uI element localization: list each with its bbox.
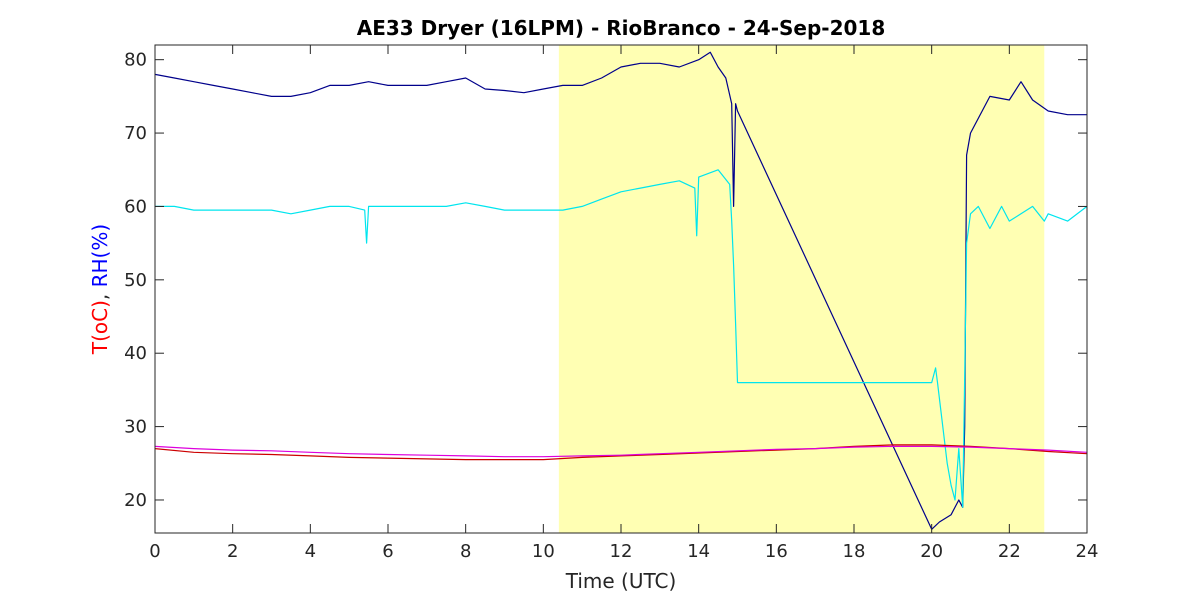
y-tick-label: 20 bbox=[124, 490, 147, 511]
x-tick-label: 8 bbox=[460, 541, 471, 562]
x-tick-label: 22 bbox=[998, 541, 1021, 562]
x-tick-label: 0 bbox=[149, 541, 160, 562]
chart-title: AE33 Dryer (16LPM) - RioBranco - 24-Sep-… bbox=[357, 16, 886, 40]
y-tick-label: 40 bbox=[124, 343, 147, 364]
x-axis: 0 2 4 6 8 10 12 14 16 18 20 22 24 bbox=[149, 45, 1098, 562]
y-axis: 20 30 40 50 60 70 80 bbox=[124, 50, 1087, 511]
y-tick-label: 30 bbox=[124, 417, 147, 438]
x-tick-label: 18 bbox=[843, 541, 866, 562]
y-axis-label-separator: , bbox=[88, 287, 112, 300]
x-tick-label: 12 bbox=[610, 541, 633, 562]
series-line-3 bbox=[154, 444, 1088, 461]
y-tick-label: 60 bbox=[124, 196, 147, 217]
x-tick-label: 10 bbox=[532, 541, 555, 562]
x-tick-label: 6 bbox=[382, 541, 393, 562]
x-tick-label: 20 bbox=[920, 541, 943, 562]
y-tick-label: 70 bbox=[124, 123, 147, 144]
series-layer bbox=[154, 51, 1088, 530]
series-line-4 bbox=[154, 445, 1088, 458]
x-tick-label: 2 bbox=[227, 541, 238, 562]
highlight-band bbox=[558, 45, 1045, 533]
y-axis-label: T(oC), RH(%) bbox=[88, 224, 112, 355]
y-tick-label: 50 bbox=[124, 270, 147, 291]
x-tick-label: 4 bbox=[305, 541, 316, 562]
x-tick-label: 24 bbox=[1076, 541, 1099, 562]
x-axis-label: Time (UTC) bbox=[565, 569, 677, 593]
y-axis-label-temperature: T(oC) bbox=[88, 300, 112, 355]
plot-area bbox=[154, 44, 1088, 534]
x-tick-label: 14 bbox=[687, 541, 710, 562]
x-tick-label: 16 bbox=[765, 541, 788, 562]
y-axis-label-humidity: RH(%) bbox=[88, 224, 112, 288]
y-tick-label: 80 bbox=[124, 50, 147, 71]
series-line-2 bbox=[155, 169, 1088, 508]
